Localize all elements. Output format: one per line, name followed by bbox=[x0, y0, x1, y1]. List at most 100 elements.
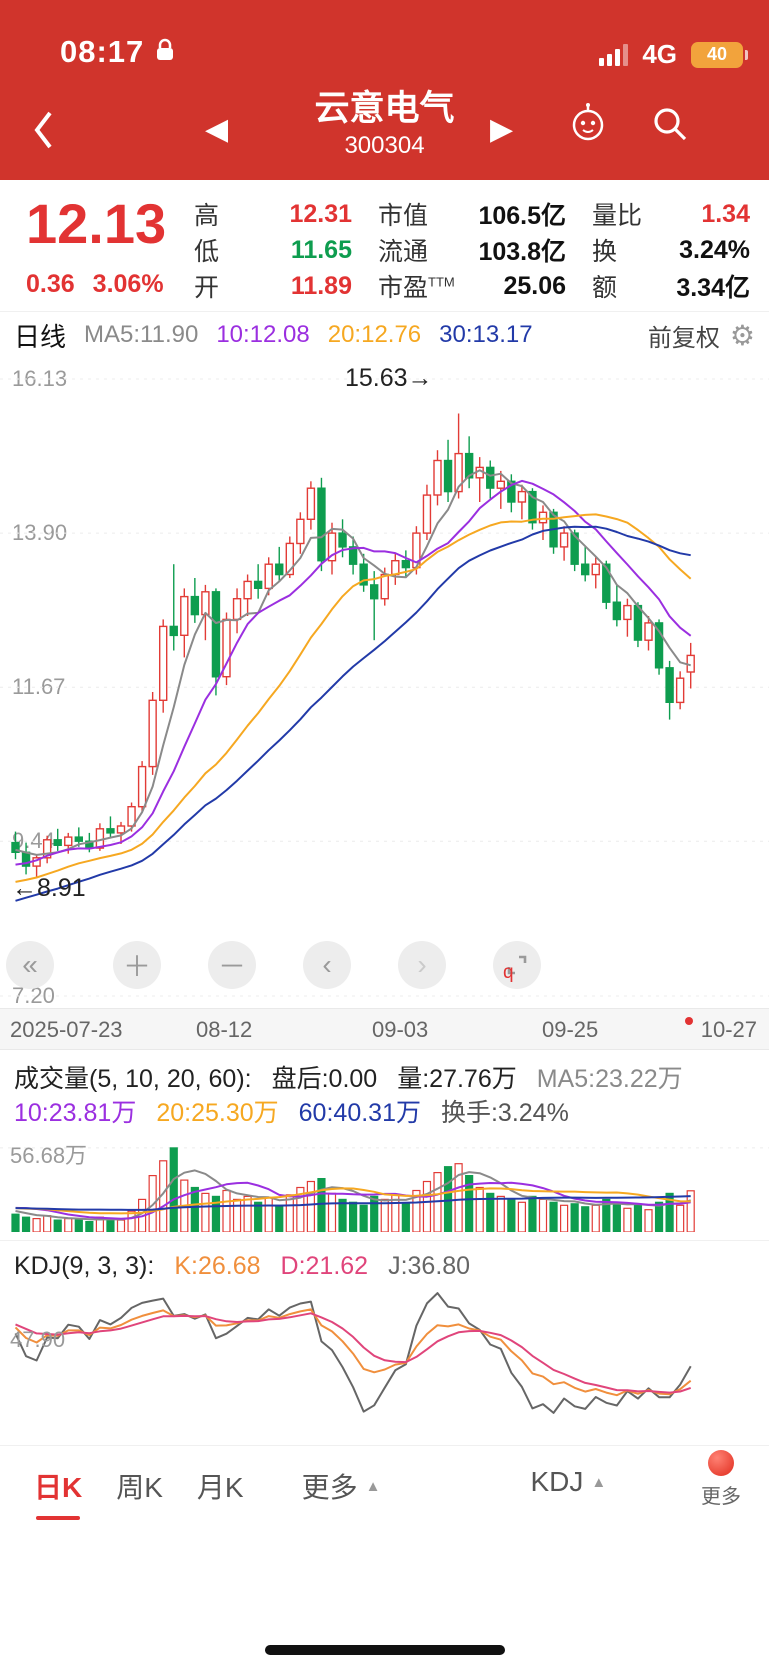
price-block: 12.13 0.36 3.06% bbox=[26, 196, 194, 311]
network-type: 4G bbox=[642, 39, 677, 69]
back-button[interactable] bbox=[30, 108, 56, 157]
expand-icon bbox=[507, 955, 527, 975]
tab-daily-k[interactable]: 日K bbox=[34, 1466, 82, 1520]
volume-panel: 成交量(5, 10, 20, 60): 盘后:0.00 量:27.76万 MA5… bbox=[0, 1050, 769, 1232]
trough-price-annotation: ←8.91 bbox=[12, 874, 86, 902]
clock: 08:17 bbox=[60, 34, 145, 69]
volume-chart-area: 56.68万 bbox=[0, 1132, 769, 1232]
status-bar: 08:17 4G 40 bbox=[0, 0, 769, 80]
kdj-axis-label: 47.90 bbox=[10, 1327, 66, 1352]
gear-icon[interactable]: ⚙ bbox=[729, 319, 755, 351]
pan-left-button[interactable]: ‹ bbox=[303, 941, 351, 989]
kdj-chart-area: 47.90 bbox=[0, 1283, 769, 1423]
stock-code: 300304 bbox=[344, 132, 425, 159]
y-axis-label: 13.90 bbox=[12, 520, 68, 545]
volume-ma60: 60:40.31万 bbox=[298, 1099, 421, 1127]
ma20-legend: 20:12.76 bbox=[327, 321, 422, 348]
last-price: 12.13 bbox=[26, 192, 167, 255]
period-more-dropdown[interactable]: 更多 ▲ bbox=[301, 1472, 381, 1503]
search-icon[interactable] bbox=[648, 102, 692, 151]
shortcut-q-hint: q bbox=[503, 962, 514, 983]
volume-title[interactable]: 成交量(5, 10, 20, 60): bbox=[14, 1065, 252, 1093]
amount-label: 额 bbox=[592, 274, 618, 302]
mktcap-value: 106.5亿 bbox=[478, 202, 566, 230]
open-value: 11.89 bbox=[290, 271, 352, 300]
pan-right-button[interactable]: › bbox=[398, 941, 446, 989]
triangle-up-icon: ▲ bbox=[365, 1477, 381, 1495]
cap-column: 市值 106.5亿 流通 103.8亿 市盈TTM 25.06 bbox=[378, 196, 566, 311]
active-tab-underline bbox=[36, 1516, 81, 1520]
next-stock-button[interactable]: ▶ bbox=[490, 113, 514, 146]
zoom-out-button[interactable]: － bbox=[208, 941, 256, 989]
signal-icon bbox=[599, 43, 629, 66]
price-change-pct: 3.06% bbox=[92, 270, 164, 298]
pan-far-left-button[interactable]: « bbox=[6, 941, 54, 989]
kdj-d-value: D:21.62 bbox=[280, 1251, 369, 1280]
amount-value: 3.34亿 bbox=[676, 274, 750, 302]
zoom-in-button[interactable]: ＋ bbox=[113, 941, 161, 989]
x-axis-label: 08-12 bbox=[196, 1017, 253, 1042]
adjust-mode-button[interactable]: 前复权 bbox=[647, 324, 720, 352]
low-value: 11.65 bbox=[290, 235, 352, 264]
x-axis-label: 2025-07-23 bbox=[10, 1017, 123, 1042]
battery-icon: 40 bbox=[691, 41, 748, 68]
candlestick-chart[interactable] bbox=[0, 358, 769, 1008]
peak-price-annotation: 15.63→ bbox=[345, 364, 433, 392]
x-axis-label: 09-03 bbox=[372, 1017, 429, 1042]
volume-ma20: 20:25.30万 bbox=[156, 1099, 279, 1127]
kdj-chart[interactable] bbox=[0, 1283, 769, 1423]
battery-percent: 40 bbox=[706, 44, 728, 64]
ratio-column: 量比 1.34 换 3.24% 额 3.34亿 bbox=[592, 196, 750, 311]
open-label: 开 bbox=[194, 274, 220, 302]
volratio-label: 量比 bbox=[592, 202, 643, 230]
volratio-value: 1.34 bbox=[701, 199, 750, 228]
kdj-k-value: K:26.68 bbox=[174, 1251, 261, 1280]
pe-ttm-superscript: TTM bbox=[428, 274, 455, 290]
x-axis-strip: 2025-07-23 08-12 09-03 09-25 10-27 bbox=[0, 1008, 769, 1050]
x-axis-label: 10-27 bbox=[700, 1017, 757, 1042]
kdj-j-value: J:36.80 bbox=[388, 1251, 471, 1280]
float-label: 流通 bbox=[378, 238, 429, 266]
x-axis-label: 09-25 bbox=[542, 1017, 599, 1042]
tab-weekly-k[interactable]: 周K bbox=[116, 1472, 163, 1503]
volume-chart[interactable] bbox=[0, 1132, 769, 1232]
period-label: 日线 bbox=[14, 321, 67, 352]
high-value: 12.31 bbox=[289, 199, 352, 228]
high-label: 高 bbox=[194, 202, 220, 230]
ma5-legend: MA5:11.90 bbox=[84, 321, 199, 348]
home-indicator[interactable] bbox=[264, 1645, 505, 1655]
volume-ma5: MA5:23.22万 bbox=[536, 1065, 683, 1093]
fullscreen-button[interactable]: q bbox=[493, 941, 541, 989]
title-block: 云意电气 300304 bbox=[0, 88, 769, 160]
bottom-nav: 日K 周K 月K 更多 ▲ KDJ ▲ 更多 bbox=[0, 1445, 769, 1561]
chart-header: 日线 MA5:11.90 10:12.08 20:12.76 30:13.17 … bbox=[0, 312, 769, 358]
tab-monthly-k[interactable]: 月K bbox=[196, 1472, 244, 1503]
kdj-panel: KDJ(9, 3, 3): K:26.68 D:21.62 J:36.80 47… bbox=[0, 1240, 769, 1423]
app-header: ◀ 云意电气 300304 ▶ bbox=[0, 80, 769, 180]
ohl-column: 高 12.31 低 11.65 开 11.89 bbox=[194, 196, 352, 311]
turnover-label: 换 bbox=[592, 238, 618, 266]
red-ball-icon bbox=[708, 1450, 734, 1476]
mktcap-label: 市值 bbox=[378, 202, 429, 230]
triangle-up-icon: ▲ bbox=[591, 1473, 607, 1491]
more-tools-button[interactable]: 更多 bbox=[701, 1450, 741, 1509]
kdj-title[interactable]: KDJ(9, 3, 3): bbox=[14, 1251, 155, 1280]
prev-stock-button[interactable]: ◀ bbox=[205, 113, 229, 146]
y-axis-label: 11.67 bbox=[12, 674, 66, 699]
ma30-legend: 30:13.17 bbox=[439, 321, 533, 348]
pe-label: 市盈TTM bbox=[378, 274, 455, 302]
volume-amount: 量:27.76万 bbox=[397, 1065, 517, 1093]
low-label: 低 bbox=[194, 238, 220, 266]
volume-axis-label: 56.68万 bbox=[10, 1143, 88, 1168]
lock-icon bbox=[154, 37, 176, 68]
current-day-dot bbox=[685, 1017, 693, 1025]
volume-ma10: 10:23.81万 bbox=[14, 1099, 137, 1127]
candlestick-panel: 16.13 13.90 11.67 9.44 7.20 15.63→ ←8.91… bbox=[0, 358, 769, 1008]
pe-value: 25.06 bbox=[503, 271, 566, 300]
turnover-value: 3.24% bbox=[679, 235, 750, 264]
float-value: 103.8亿 bbox=[478, 238, 566, 266]
assistant-robot-icon[interactable] bbox=[563, 98, 613, 153]
indicator-selector[interactable]: KDJ ▲ bbox=[530, 1466, 607, 1497]
quote-panel: 12.13 0.36 3.06% 高 12.31 低 11.65 开 11.89 市值… bbox=[0, 180, 769, 312]
